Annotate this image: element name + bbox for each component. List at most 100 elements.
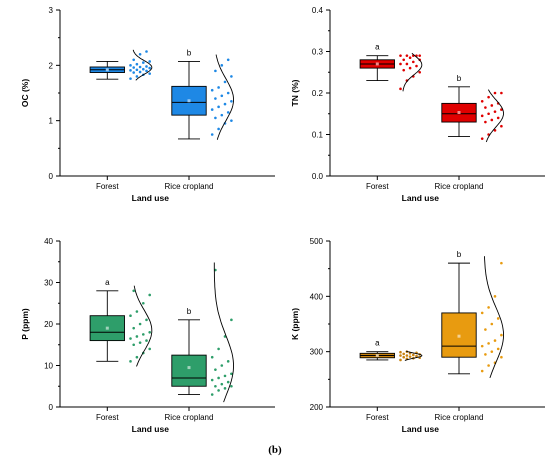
y-tick-label: 300 <box>310 348 324 357</box>
data-point <box>217 347 220 351</box>
data-point <box>402 352 406 356</box>
density-curve <box>402 52 423 92</box>
x-tick-label: Forest <box>366 182 389 191</box>
data-point <box>132 66 135 69</box>
density-curve <box>213 262 234 403</box>
mean-marker <box>187 99 191 103</box>
data-point <box>217 86 220 89</box>
data-point <box>214 384 217 388</box>
data-point <box>493 91 497 95</box>
mean-marker <box>375 354 379 358</box>
data-point <box>480 311 484 315</box>
box-rice-cropland <box>441 312 477 358</box>
data-point <box>230 372 233 376</box>
data-point <box>480 137 484 140</box>
data-point <box>129 337 132 340</box>
y-tick-label: 0.2 <box>312 89 324 98</box>
data-point <box>129 64 132 67</box>
data-point <box>230 318 233 322</box>
data-point <box>223 80 227 84</box>
y-tick-label: 200 <box>310 403 324 412</box>
data-point <box>399 54 402 57</box>
data-point <box>145 339 148 342</box>
data-point <box>230 100 233 103</box>
significance-letter: a <box>375 339 380 348</box>
data-point <box>148 66 151 70</box>
data-point <box>500 333 503 337</box>
significance-letter: b <box>457 250 462 259</box>
data-point <box>210 133 214 136</box>
significance-letter: b <box>187 48 192 57</box>
significance-letter: b <box>457 74 462 83</box>
data-point <box>135 68 139 72</box>
data-point <box>210 355 214 359</box>
x-tick-label: Forest <box>96 182 119 191</box>
data-point <box>480 369 484 373</box>
data-point <box>418 70 422 74</box>
data-point <box>129 360 132 363</box>
data-point <box>500 124 503 128</box>
data-point <box>132 289 135 293</box>
data-point <box>148 293 151 297</box>
data-point <box>142 301 145 305</box>
data-point <box>412 353 415 357</box>
data-point <box>500 355 503 359</box>
data-point <box>132 343 135 347</box>
x-axis-label: Land use <box>402 193 440 203</box>
data-point <box>145 50 148 53</box>
chart-panel-1: 0 1 2 3 OC (%) Land use Forest b Rice cropland <box>20 6 275 203</box>
y-axis-label: TN (%) <box>290 79 300 106</box>
data-point <box>135 75 139 78</box>
data-point <box>220 364 224 367</box>
y-tick-label: 40 <box>44 237 53 246</box>
data-point <box>484 328 487 331</box>
data-point <box>399 354 402 357</box>
data-point <box>220 382 224 386</box>
data-point <box>412 60 415 64</box>
data-point <box>490 104 494 107</box>
data-point <box>214 69 217 73</box>
data-point <box>487 364 490 367</box>
data-point <box>217 376 220 380</box>
data-point <box>226 111 230 114</box>
y-tick-label: 3 <box>49 6 54 15</box>
data-point <box>226 58 230 62</box>
data-point <box>142 61 145 64</box>
data-point <box>487 95 490 99</box>
data-point <box>496 116 500 120</box>
data-point <box>148 72 151 75</box>
data-point <box>217 389 220 392</box>
chart-panel-3: 0 10 20 30 40 P (ppm) Land use a Forest b Rice cro… <box>20 237 275 434</box>
data-point <box>145 69 148 73</box>
data-point <box>138 341 142 344</box>
y-axis-label: OC (%) <box>20 79 30 108</box>
data-point <box>493 295 497 298</box>
data-point <box>230 119 233 122</box>
data-point <box>480 114 484 118</box>
data-point <box>487 112 490 116</box>
data-point <box>135 310 139 313</box>
chart-panel-4: 200 300 400 500 K (ppm) Land use a Forest b Rice … <box>290 237 545 434</box>
density-curve <box>484 256 504 379</box>
x-tick-label: Rice cropland <box>435 413 484 422</box>
data-point <box>399 358 402 362</box>
density-curve <box>132 49 153 81</box>
data-point <box>484 106 487 109</box>
data-point <box>487 342 490 345</box>
mean-marker <box>105 68 109 72</box>
data-point <box>399 87 402 91</box>
data-point <box>418 54 422 57</box>
data-point <box>490 322 494 326</box>
data-point <box>132 58 135 62</box>
data-point <box>129 69 132 72</box>
data-point <box>415 354 418 358</box>
y-tick-label: 0.3 <box>312 48 324 57</box>
data-point <box>223 374 227 378</box>
box-forest <box>89 315 125 342</box>
data-point <box>148 347 151 351</box>
y-tick-label: 10 <box>44 362 53 371</box>
data-point <box>402 355 406 359</box>
x-tick-label: Rice cropland <box>165 413 214 422</box>
